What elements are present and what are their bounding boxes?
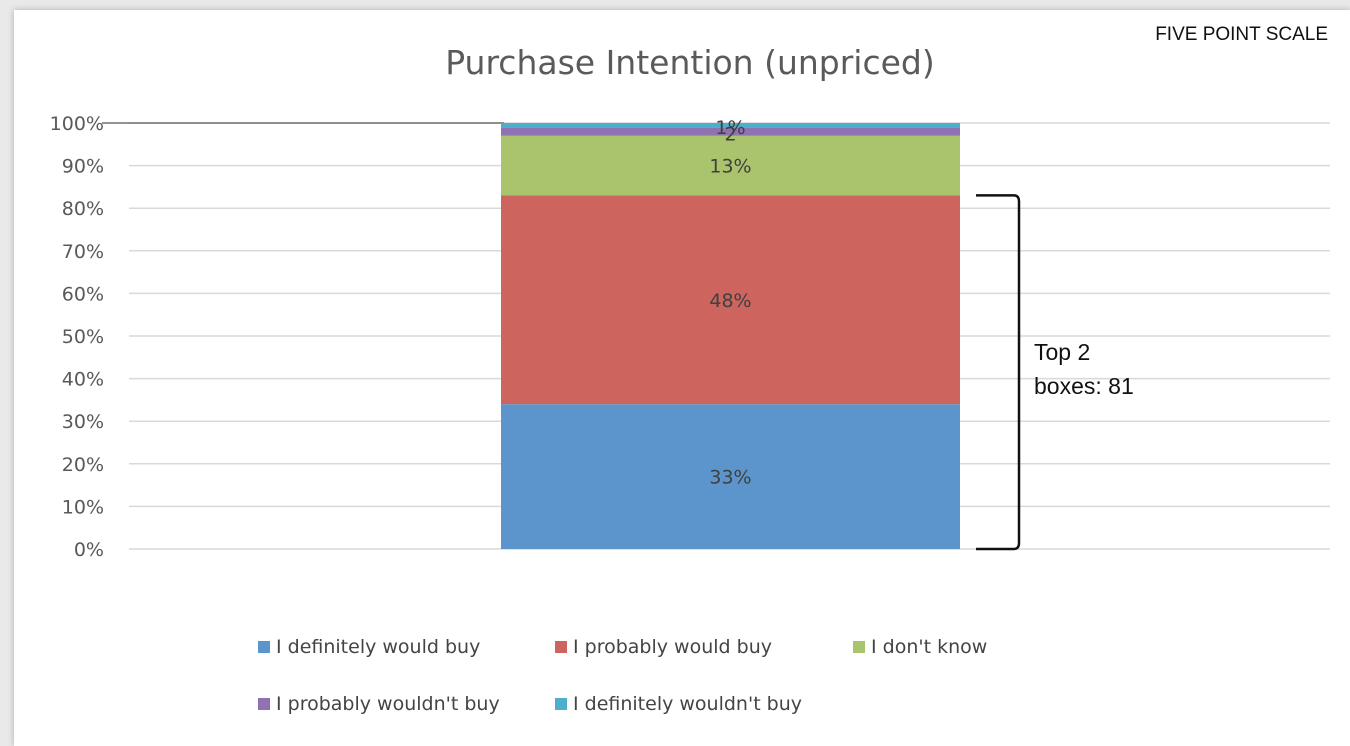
y-tick-label: 30% [62, 411, 104, 433]
bar-stack [501, 123, 960, 549]
legend-item: I probably would buy [555, 636, 772, 658]
y-tick-label: 10% [62, 496, 104, 518]
bar-segment [501, 195, 960, 405]
data-label: 33% [709, 467, 751, 489]
y-tick-label: 60% [62, 283, 104, 305]
chart-title: Purchase Intention (unpriced) [445, 43, 935, 82]
legend-label: I don't know [871, 636, 988, 658]
y-axis: 0% 10% 20% 30% 40% 50% 60% 70% 80% 90% 100% [50, 113, 104, 561]
bar-segment [501, 135, 960, 196]
legend-swatch [258, 641, 270, 653]
y-tick-label: 90% [62, 156, 104, 178]
scale-label: FIVE POINT SCALE [1155, 24, 1328, 45]
legend-swatch [853, 641, 865, 653]
bar-segment [501, 123, 960, 128]
legend-item: I definitely would buy [258, 636, 480, 658]
y-tick-label: 0% [74, 539, 104, 561]
data-label: 13% [709, 156, 751, 178]
legend-label: I definitely wouldn't buy [573, 693, 803, 715]
data-labels: 33% 48% 13% 21% [709, 117, 751, 489]
annotation-line1: Top 2 [1034, 339, 1090, 365]
y-tick-label: 40% [62, 369, 104, 391]
data-label: 48% [709, 290, 751, 312]
annotation-line2: boxes: 81 [1034, 373, 1134, 399]
legend-swatch [555, 698, 567, 710]
legend-item: I don't know [853, 636, 987, 658]
legend-item: I definitely wouldn't buy [555, 693, 802, 715]
chart-card: FIVE POINT SCALE Purchase Intention (unp… [14, 10, 1350, 746]
y-tick-label: 80% [62, 198, 104, 220]
data-label: 1% [715, 117, 745, 139]
bracket [976, 194, 1021, 551]
top2-annotation: Top 2 boxes: 81 [976, 194, 1134, 551]
y-tick-label: 50% [62, 326, 104, 348]
legend-label: I probably wouldn't buy [276, 693, 500, 715]
bar-segment [501, 404, 960, 549]
legend-swatch [555, 641, 567, 653]
bar-segment [501, 127, 960, 136]
y-tick-label: 20% [62, 454, 104, 476]
legend-label: I probably would buy [573, 636, 772, 658]
data-label: 2 [724, 124, 736, 146]
legend-swatch [258, 698, 270, 710]
legend-item: I probably wouldn't buy [258, 693, 500, 715]
y-tick-label: 100% [50, 113, 104, 135]
legend-label: I definitely would buy [276, 636, 481, 658]
y-tick-label: 70% [62, 241, 104, 263]
chart: Purchase Intention (unpriced) 0% 10% 20% 30… [50, 43, 1330, 561]
